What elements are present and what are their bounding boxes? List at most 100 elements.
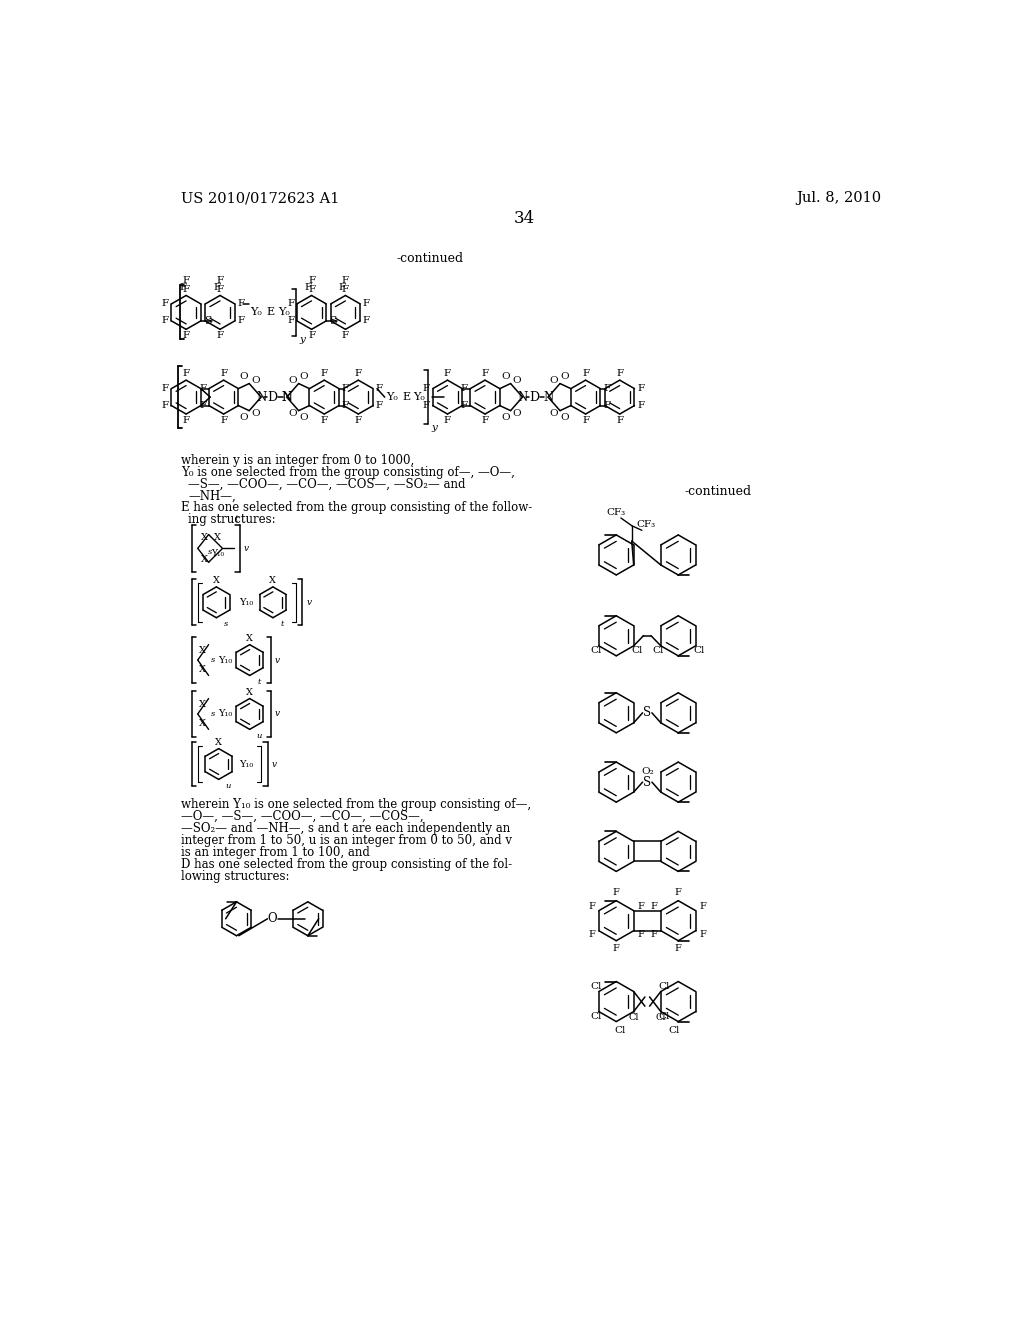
- Text: -continued: -continued: [685, 484, 752, 498]
- Text: O: O: [240, 372, 249, 380]
- Text: N: N: [282, 391, 292, 404]
- Text: E has one selected from the group consisting of the follow-: E has one selected from the group consis…: [180, 502, 531, 515]
- Text: F: F: [342, 331, 349, 341]
- Text: O: O: [288, 376, 297, 385]
- Text: Y₀: Y₀: [413, 392, 425, 403]
- Text: Y₀ is one selected from the group consisting of—, —O—,: Y₀ is one selected from the group consis…: [180, 466, 515, 479]
- Text: Cl: Cl: [693, 645, 705, 655]
- Text: F: F: [362, 317, 370, 325]
- Text: F: F: [182, 276, 189, 285]
- Text: Y₁₀: Y₁₀: [239, 598, 253, 607]
- Text: is an integer from 1 to 100, and: is an integer from 1 to 100, and: [180, 846, 370, 859]
- Text: X: X: [201, 533, 208, 543]
- Text: F: F: [238, 317, 245, 325]
- Text: F: F: [675, 888, 682, 898]
- Text: s: s: [211, 656, 215, 664]
- Text: X: X: [269, 577, 276, 585]
- Text: F: F: [342, 401, 349, 411]
- Text: Cl: Cl: [669, 1027, 680, 1035]
- Text: X: X: [199, 665, 206, 673]
- Text: F: F: [423, 401, 430, 411]
- Text: O: O: [299, 413, 308, 422]
- Text: F: F: [481, 370, 488, 379]
- Text: E: E: [266, 308, 274, 317]
- Text: O: O: [501, 413, 510, 422]
- Text: F: F: [339, 284, 346, 292]
- Text: integer from 1 to 50, u is an integer from 0 to 50, and v: integer from 1 to 50, u is an integer fr…: [180, 834, 512, 847]
- Text: F: F: [650, 931, 657, 939]
- Text: ing structures:: ing structures:: [188, 513, 276, 527]
- Text: X: X: [199, 718, 206, 727]
- Text: N: N: [517, 391, 527, 404]
- Text: F: F: [162, 300, 169, 309]
- Text: v: v: [275, 656, 281, 664]
- Text: —SO₂— and —NH—, s and t are each independently an: —SO₂— and —NH—, s and t are each indepen…: [180, 822, 510, 836]
- Text: F: F: [603, 401, 610, 411]
- Text: F: F: [612, 888, 620, 898]
- Text: F: F: [182, 331, 189, 341]
- Text: 34: 34: [514, 210, 536, 227]
- Text: v: v: [307, 598, 312, 607]
- Text: F: F: [616, 416, 624, 425]
- Text: —S—, —COO—, —CO—, —COS—, —SO₂— and: —S—, —COO—, —CO—, —COS—, —SO₂— and: [188, 478, 466, 491]
- Text: F: F: [321, 416, 328, 425]
- Text: Jul. 8, 2010: Jul. 8, 2010: [796, 191, 882, 206]
- Text: O: O: [512, 409, 521, 418]
- Text: F: F: [423, 384, 430, 393]
- Text: O: O: [550, 376, 558, 385]
- Text: F: F: [376, 384, 383, 393]
- Text: y: y: [431, 424, 437, 433]
- Text: Y₁₀: Y₁₀: [218, 656, 232, 664]
- Text: F: F: [675, 944, 682, 953]
- Text: v: v: [244, 544, 249, 553]
- Text: F: F: [637, 384, 644, 393]
- Text: F: F: [216, 276, 223, 285]
- Text: F: F: [582, 416, 589, 425]
- Text: Cl: Cl: [655, 1014, 666, 1022]
- Text: X: X: [199, 700, 206, 709]
- Text: Cl: Cl: [590, 645, 601, 655]
- Text: F: F: [461, 384, 468, 393]
- Text: F: F: [589, 903, 596, 911]
- Text: F: F: [699, 931, 706, 939]
- Text: v: v: [275, 709, 281, 718]
- Text: Cl: Cl: [614, 1027, 626, 1035]
- Text: O: O: [561, 372, 569, 380]
- Text: F: F: [182, 285, 189, 294]
- Text: X: X: [199, 647, 206, 655]
- Text: F: F: [238, 300, 245, 309]
- Text: F: F: [162, 317, 169, 325]
- Text: F: F: [287, 300, 294, 309]
- Text: CF₃: CF₃: [606, 508, 626, 517]
- Text: F: F: [179, 284, 186, 292]
- Text: D: D: [267, 391, 278, 404]
- Text: F: F: [199, 384, 206, 393]
- Text: F: F: [637, 931, 644, 939]
- Text: Cl: Cl: [652, 645, 664, 655]
- Text: F: F: [444, 416, 451, 425]
- Text: -continued: -continued: [396, 252, 464, 265]
- Text: O: O: [512, 376, 521, 385]
- Text: F: F: [650, 903, 657, 911]
- Text: wherein Y₁₀ is one selected from the group consisting of—,: wherein Y₁₀ is one selected from the gro…: [180, 799, 530, 812]
- Text: F: F: [308, 276, 315, 285]
- Text: s: s: [208, 548, 212, 556]
- Text: t: t: [234, 515, 239, 524]
- Text: S: S: [330, 315, 337, 326]
- Text: —O—, —S—, —COO—, —CO—, —COS—,: —O—, —S—, —COO—, —CO—, —COS—,: [180, 810, 423, 824]
- Text: S: S: [643, 706, 651, 719]
- Text: y: y: [299, 335, 305, 343]
- Text: F: F: [612, 944, 620, 953]
- Text: D: D: [529, 391, 540, 404]
- Text: F: F: [616, 370, 624, 379]
- Text: F: F: [305, 284, 312, 292]
- Text: F: F: [444, 370, 451, 379]
- Text: F: F: [162, 384, 169, 393]
- Text: F: F: [637, 401, 644, 411]
- Text: E: E: [402, 392, 411, 403]
- Text: s: s: [223, 620, 227, 628]
- Text: F: F: [342, 276, 349, 285]
- Text: X: X: [246, 634, 253, 643]
- Text: F: F: [342, 285, 349, 294]
- Text: Cl: Cl: [631, 645, 642, 655]
